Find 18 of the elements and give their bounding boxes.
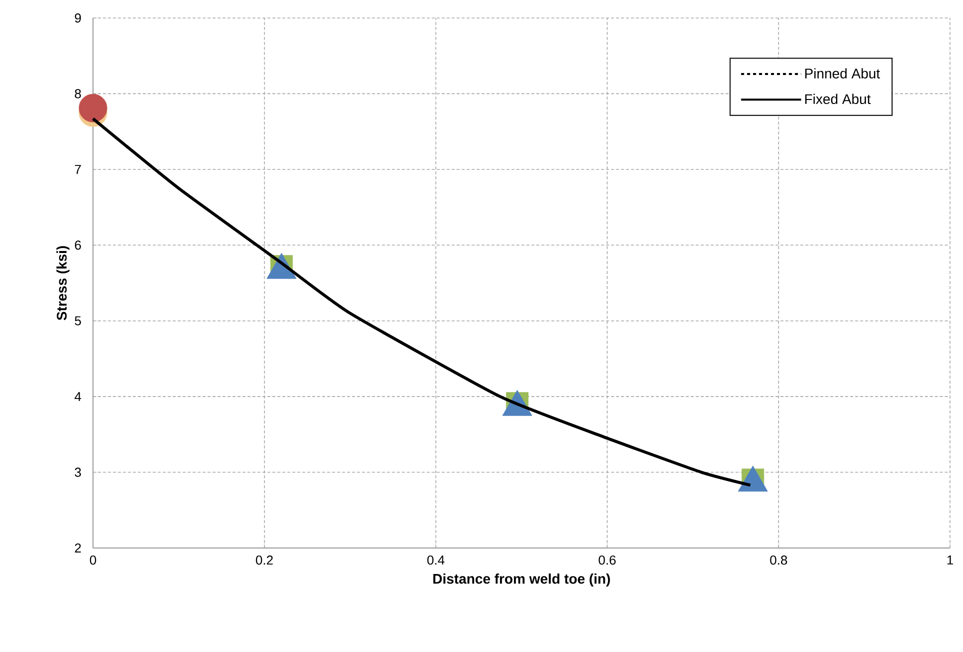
- y-tick-label: 9: [74, 13, 81, 23]
- x-tick-label: 0.2: [256, 556, 273, 565]
- x-tick-label: 0.4: [427, 556, 444, 565]
- x-axis-title: Distance from weld toe (in): [433, 574, 610, 587]
- legend-label: Pinned Abut: [805, 68, 880, 78]
- x-tick-label: 0.8: [770, 556, 788, 565]
- legend-label: Fixed Abut: [805, 94, 871, 104]
- y-tick-label: 5: [74, 316, 81, 326]
- x-tick-label: 1: [947, 556, 953, 564]
- y-tick-label: 7: [74, 164, 81, 174]
- y-axis-title: Stress (ksi): [56, 246, 70, 320]
- y-tick-label: 3: [74, 468, 81, 477]
- y-tick-label: 8: [74, 89, 81, 98]
- x-tick-label: 0.6: [598, 556, 616, 565]
- y-tick-label: 4: [74, 392, 82, 402]
- y-tick-label: 2: [74, 543, 81, 553]
- x-tick-label: 0: [90, 556, 96, 565]
- y-tick-label: 6: [74, 240, 81, 250]
